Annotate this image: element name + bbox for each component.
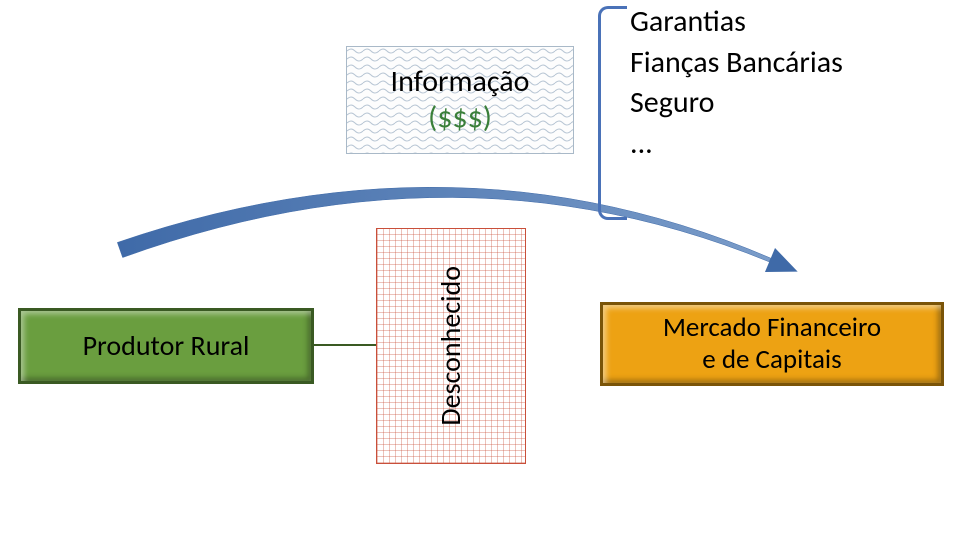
connector-line <box>314 344 376 346</box>
list-item: ... <box>630 124 950 165</box>
list-item: Garantias <box>630 2 950 43</box>
list-item: Seguro <box>630 83 950 124</box>
list-bracket <box>598 6 627 220</box>
informacao-money: ($$$) <box>428 100 492 136</box>
produtor-rural-box: Produtor Rural <box>18 308 314 384</box>
guarantee-list: Garantias Fianças Bancárias Seguro ... <box>630 2 950 164</box>
mercado-line2: e de Capitais <box>663 344 881 376</box>
mercado-financeiro-box: Mercado Financeiro e de Capitais <box>600 302 944 386</box>
informacao-box: Informação ($$$) <box>346 46 574 154</box>
desconhecido-box: Desconhecido <box>376 228 526 464</box>
list-item: Fianças Bancárias <box>630 43 950 84</box>
mercado-line1: Mercado Financeiro <box>663 312 881 344</box>
produtor-rural-label: Produtor Rural <box>83 329 250 363</box>
desconhecido-label: Desconhecido <box>434 266 468 426</box>
informacao-label: Informação <box>391 64 530 100</box>
